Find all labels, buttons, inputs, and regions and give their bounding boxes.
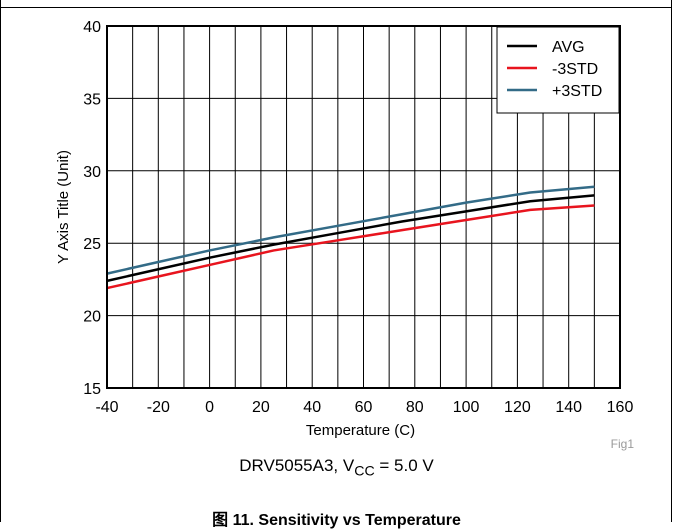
y-tick-label: 25 — [83, 236, 101, 253]
series-line-avg — [106, 194, 595, 283]
figure-tag: Fig1 — [611, 437, 635, 451]
legend-box — [496, 26, 620, 114]
x-tick-label: 20 — [252, 399, 270, 416]
x-tick-label: -20 — [147, 399, 170, 416]
series-lines — [106, 185, 595, 290]
series-line-3std — [106, 204, 595, 290]
x-tick-label: 120 — [504, 399, 531, 416]
condition-prefix: DRV5055A3, V — [239, 456, 355, 475]
y-tick-label: 15 — [83, 381, 101, 398]
x-tick-label: 100 — [453, 399, 480, 416]
y-axis-label: Y Axis Title (Unit) — [55, 150, 72, 264]
condition-suffix: = 5.0 V — [374, 456, 434, 475]
y-tick-label: 20 — [83, 309, 101, 326]
figure-top-rule — [0, 0, 672, 8]
x-tick-label: 40 — [303, 399, 321, 416]
plot-frame — [106, 25, 621, 389]
x-tick-label: 140 — [555, 399, 582, 416]
x-axis-label: Temperature (C) — [306, 422, 415, 439]
x-tick-label: 60 — [355, 399, 373, 416]
figure-caption: 图 11. Sensitivity vs Temperature — [212, 512, 461, 529]
legend: AVG -3STD +3STD — [496, 26, 620, 114]
y-tick-label: 40 — [83, 19, 101, 36]
x-tick-label: -40 — [95, 399, 118, 416]
y-tick-label: 35 — [83, 91, 101, 108]
y-tick-label: 30 — [83, 164, 101, 181]
test-condition: DRV5055A3, VCC = 5.0 V — [0, 456, 673, 479]
legend-label: -3STD — [552, 61, 598, 78]
legend-label: +3STD — [552, 83, 602, 100]
series-line-3std — [106, 185, 595, 275]
legend-label: AVG — [552, 39, 585, 56]
x-tick-label: 80 — [406, 399, 424, 416]
tick-labels: -40 -20 0 20 40 60 80 100 120 140 160 15 20 25 30 35 40 — [83, 19, 633, 416]
condition-subscript: CC — [354, 463, 375, 480]
x-tick-label: 0 — [205, 399, 214, 416]
x-tick-label: 160 — [607, 399, 634, 416]
